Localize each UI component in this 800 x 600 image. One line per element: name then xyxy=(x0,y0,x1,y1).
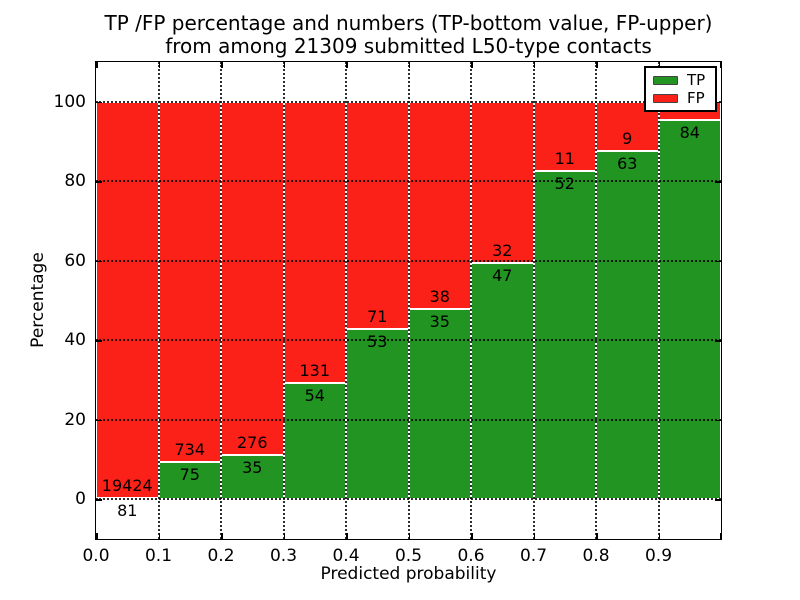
tp-count-label: 35 xyxy=(242,457,263,477)
y-axis-tick xyxy=(715,260,721,263)
x-axis-tick xyxy=(96,533,98,539)
fp-count-label: 276 xyxy=(236,432,268,452)
x-axis-tick xyxy=(158,533,160,539)
tp-count-label: 53 xyxy=(367,332,388,352)
x-axis-tick xyxy=(658,533,660,539)
y-axis-tick xyxy=(715,499,721,501)
fp-count-label: 131 xyxy=(299,361,331,381)
x-tick-label: 0.1 xyxy=(144,546,173,566)
y-tick-label: 40 xyxy=(64,330,86,351)
fp-count-label: 11 xyxy=(554,149,575,169)
legend: TP FP xyxy=(644,66,717,112)
fp-count-label: 71 xyxy=(367,307,388,327)
y-tick-label: 100 xyxy=(53,91,86,112)
bar-segment-fp xyxy=(221,101,284,455)
y-axis-tick xyxy=(96,340,102,342)
tp-count-label: 54 xyxy=(304,386,325,406)
bar-segment-fp xyxy=(471,101,534,263)
tp-count-label: 63 xyxy=(617,154,638,174)
plot-area: TP FP 19424 81 734 75 276 35 131 54 71 53 38 35 32 47… xyxy=(95,61,722,540)
bar-segment-fp xyxy=(158,101,221,463)
chart-title-line2: from among 21309 submitted L50-type cont… xyxy=(165,34,652,58)
tp-count-label: 84 xyxy=(679,122,700,142)
tp-legend-label: TP xyxy=(687,70,706,89)
x-axis-tick xyxy=(221,62,223,68)
x-axis-tick xyxy=(533,62,535,68)
y-axis-tick xyxy=(96,419,102,422)
legend-entry-tp: TP xyxy=(653,70,708,89)
y-tick-label: 0 xyxy=(75,489,86,510)
y-axis-tick xyxy=(96,181,102,183)
x-axis-tick xyxy=(719,62,721,68)
x-axis-tick xyxy=(408,62,410,68)
y-tick-label: 20 xyxy=(64,409,86,430)
x-tick-label: 0.7 xyxy=(519,546,548,566)
x-axis-tick xyxy=(719,533,721,539)
x-axis-tick xyxy=(471,62,473,68)
y-axis-tick xyxy=(96,499,102,501)
bar-segment-tp xyxy=(346,329,409,500)
x-tick-label: 0.3 xyxy=(269,546,298,566)
x-axis-tick xyxy=(283,533,285,539)
x-axis-tick xyxy=(283,62,285,68)
y-axis-label: Percentage xyxy=(28,252,48,348)
bar-segment-tp xyxy=(533,171,596,500)
x-axis-label: Predicted probability xyxy=(320,564,497,584)
x-axis-tick xyxy=(408,533,410,539)
bar-segment-fp xyxy=(346,101,409,330)
y-axis-tick xyxy=(715,340,721,342)
fp-count-label: 9 xyxy=(622,129,633,149)
chart-title: TP /FP percentage and numbers (TP-bottom… xyxy=(96,12,721,58)
fp-count-label: 734 xyxy=(174,440,206,460)
chart-title-line1: TP /FP percentage and numbers (TP-bottom… xyxy=(104,11,713,35)
y-tick-label: 80 xyxy=(64,171,86,192)
y-axis-tick xyxy=(96,260,102,263)
x-axis-tick xyxy=(596,533,598,539)
fp-count-label: 38 xyxy=(429,286,450,306)
x-tick-label: 0.5 xyxy=(394,546,423,566)
tp-legend-swatch xyxy=(653,75,678,85)
y-axis-tick xyxy=(715,419,721,422)
tp-count-label: 47 xyxy=(492,265,513,285)
x-axis-tick xyxy=(346,533,348,539)
y-axis-tick xyxy=(715,181,721,183)
legend-entry-fp: FP xyxy=(653,88,708,107)
bar-segment-tp xyxy=(408,308,471,500)
fp-legend-label: FP xyxy=(687,88,705,107)
tp-count-label: 52 xyxy=(554,174,575,194)
bar-segment-fp xyxy=(96,101,159,498)
x-tick-label: 0.4 xyxy=(332,546,360,566)
fp-count-label: 32 xyxy=(492,240,513,260)
x-tick-label: 0.8 xyxy=(582,546,610,566)
tp-count-label: 75 xyxy=(179,465,200,485)
x-axis-tick xyxy=(533,533,535,539)
bar-segment-tp xyxy=(471,262,534,500)
x-tick-label: 0.6 xyxy=(457,546,485,566)
bar-segment-fp xyxy=(283,101,346,384)
x-tick-label: 0.2 xyxy=(207,546,235,566)
tp-count-label: 81 xyxy=(117,500,138,520)
bar-segment-tp xyxy=(96,497,159,500)
x-axis-tick xyxy=(158,62,160,68)
x-tick-label: 0.0 xyxy=(82,546,110,566)
fp-legend-swatch xyxy=(653,93,678,103)
bar-segment-tp xyxy=(596,151,659,500)
fp-count-label: 19424 xyxy=(101,475,153,495)
x-axis-tick xyxy=(346,62,348,68)
x-axis-tick xyxy=(96,62,98,68)
bar-segment-fp xyxy=(408,101,471,309)
y-tick-label: 60 xyxy=(64,250,86,271)
x-axis-tick xyxy=(221,533,223,539)
y-axis-tick xyxy=(96,101,102,104)
x-tick-label: 0.9 xyxy=(644,546,673,566)
x-axis-tick xyxy=(596,62,598,68)
tp-count-label: 35 xyxy=(429,311,450,331)
bar-segment-tp xyxy=(658,119,721,500)
x-axis-tick xyxy=(471,533,473,539)
